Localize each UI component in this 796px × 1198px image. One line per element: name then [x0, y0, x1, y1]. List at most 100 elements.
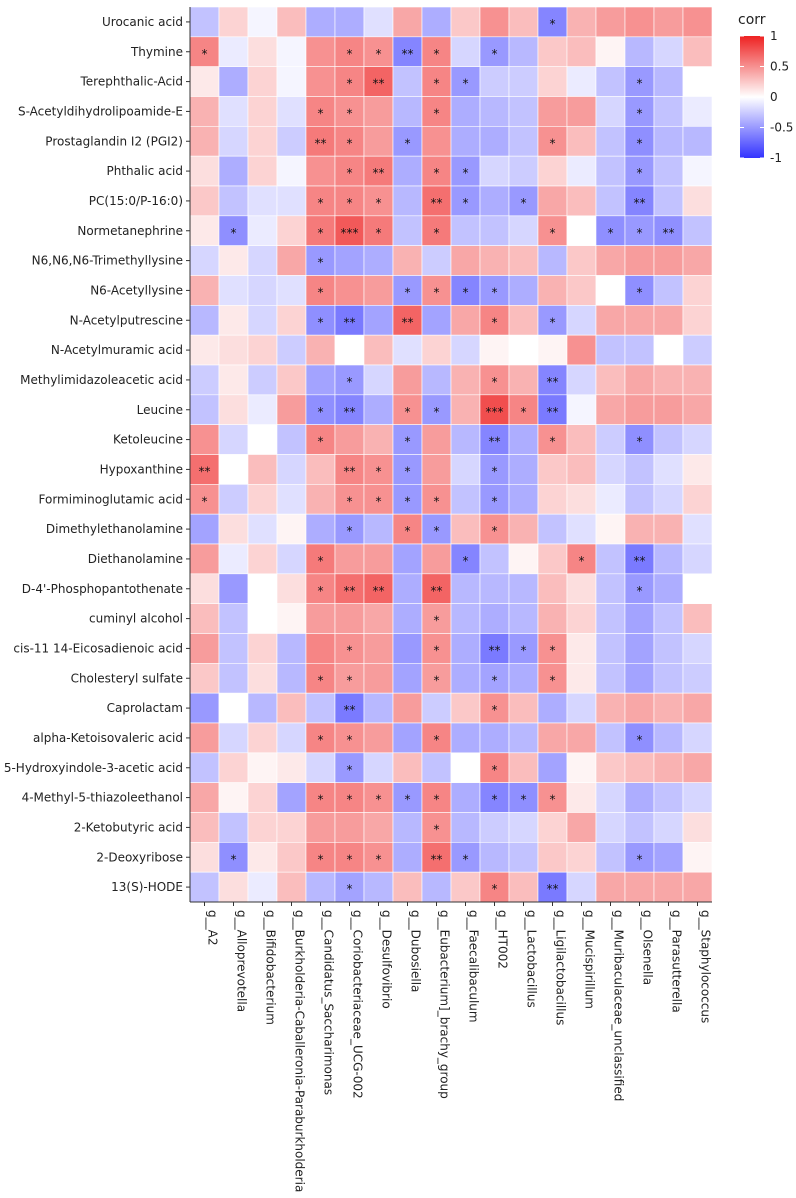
row-label: Terephthalic-Acid	[80, 75, 184, 89]
heatmap-cell	[247, 66, 278, 97]
heatmap-cell	[508, 603, 539, 634]
heatmap-cell	[653, 424, 684, 455]
heatmap-cell	[189, 812, 220, 843]
heatmap-cell	[247, 6, 278, 38]
heatmap-cell	[450, 275, 481, 306]
heatmap-cell	[276, 126, 307, 157]
heatmap-cell	[421, 394, 452, 425]
heatmap-cell	[334, 364, 365, 396]
legend-tick-label: 1	[770, 29, 778, 43]
heatmap-cell	[479, 275, 510, 306]
heatmap-cell	[566, 305, 597, 336]
heatmap-cell	[566, 245, 597, 276]
significance-star: *	[347, 852, 353, 866]
significance-star: *	[347, 106, 353, 120]
heatmap-cell	[479, 245, 510, 276]
heatmap-cell	[218, 513, 249, 545]
heatmap-cell	[566, 633, 597, 664]
heatmap-cell	[537, 36, 568, 67]
heatmap-cell	[218, 245, 249, 276]
significance-star: *	[434, 285, 440, 299]
heatmap-cell	[334, 513, 365, 545]
heatmap-cell	[189, 692, 220, 724]
heatmap-cell	[276, 215, 307, 246]
heatmap-cell	[276, 782, 307, 813]
heatmap-cell	[682, 871, 713, 903]
heatmap-cell	[392, 215, 423, 246]
heatmap-cell	[537, 394, 568, 425]
heatmap-cell	[305, 782, 336, 813]
row-label: Formiminoglutamic acid	[39, 492, 184, 506]
heatmap-cell	[247, 543, 278, 575]
heatmap-cell	[363, 424, 394, 455]
heatmap-cell	[682, 633, 713, 664]
heatmap-cell	[450, 36, 481, 67]
heatmap-cell	[624, 6, 655, 38]
heatmap-cell	[566, 96, 597, 127]
heatmap-cell	[189, 513, 220, 545]
significance-star: *	[376, 464, 382, 478]
heatmap-cell	[624, 334, 655, 366]
heatmap-cell	[566, 185, 597, 217]
heatmap-cell	[189, 275, 220, 306]
heatmap-cell	[363, 185, 394, 217]
heatmap-cell	[421, 245, 452, 276]
heatmap-cell	[682, 812, 713, 843]
significance-star: *	[347, 166, 353, 180]
heatmap-cell	[392, 66, 423, 97]
heatmap-cell	[566, 454, 597, 485]
heatmap-cell	[624, 394, 655, 425]
heatmap-cell	[305, 155, 336, 187]
heatmap-cell	[624, 663, 655, 694]
significance-star: *	[318, 285, 324, 299]
heatmap-cell	[566, 66, 597, 97]
heatmap-cell	[508, 215, 539, 246]
heatmap-cell	[624, 66, 655, 97]
significance-star: *	[434, 405, 440, 419]
significance-star: *	[608, 226, 614, 240]
heatmap-cell	[508, 96, 539, 127]
heatmap-cell	[276, 663, 307, 694]
heatmap-cell	[218, 185, 249, 217]
heatmap-cell	[537, 573, 568, 604]
heatmap-cell	[479, 543, 510, 575]
heatmap-cell	[276, 364, 307, 396]
heatmap-cell	[595, 603, 626, 634]
heatmap-cell	[624, 36, 655, 67]
heatmap-cell	[392, 424, 423, 455]
heatmap-cell	[247, 126, 278, 157]
heatmap-cell	[421, 692, 452, 724]
heatmap-cell	[624, 782, 655, 813]
significance-star: *	[318, 852, 324, 866]
significance-star: *	[463, 285, 469, 299]
heatmap-cell	[392, 543, 423, 575]
heatmap-cell	[305, 573, 336, 604]
heatmap-cell	[595, 513, 626, 545]
heatmap-cell	[450, 871, 481, 903]
heatmap-cell	[305, 812, 336, 843]
heatmap-cell	[653, 245, 684, 276]
heatmap-cell	[218, 66, 249, 97]
heatmap-cell	[247, 364, 278, 396]
heatmap-cell	[595, 275, 626, 306]
significance-star: *	[376, 226, 382, 240]
heatmap-cell	[218, 126, 249, 157]
heatmap-cell	[566, 871, 597, 903]
heatmap-cell	[508, 36, 539, 67]
significance-star: *	[347, 882, 353, 896]
heatmap-cell	[508, 484, 539, 515]
heatmap-cell	[247, 692, 278, 724]
significance-star: *	[318, 584, 324, 598]
heatmap-cell	[450, 573, 481, 604]
heatmap-cell	[682, 752, 713, 783]
heatmap-cell	[218, 6, 249, 38]
heatmap-cell	[479, 334, 510, 366]
heatmap-cell	[305, 6, 336, 38]
heatmap-cell	[566, 484, 597, 515]
heatmap-cell	[334, 603, 365, 634]
column-label: g__Faecalibaculum	[467, 910, 481, 1023]
heatmap-cell	[276, 36, 307, 67]
heatmap-cell	[247, 215, 278, 246]
heatmap-cell	[682, 6, 713, 38]
significance-star: *	[463, 554, 469, 568]
